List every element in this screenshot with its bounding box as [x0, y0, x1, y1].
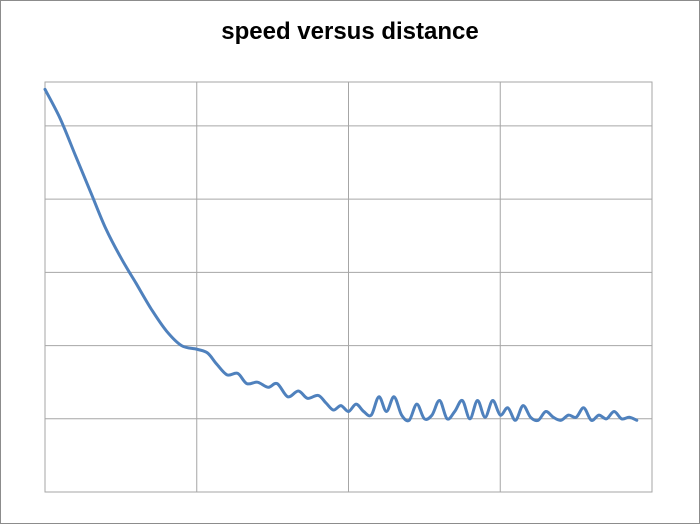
series-line-1: [43, 87, 639, 423]
chart-title: speed versus distance: [221, 18, 479, 45]
